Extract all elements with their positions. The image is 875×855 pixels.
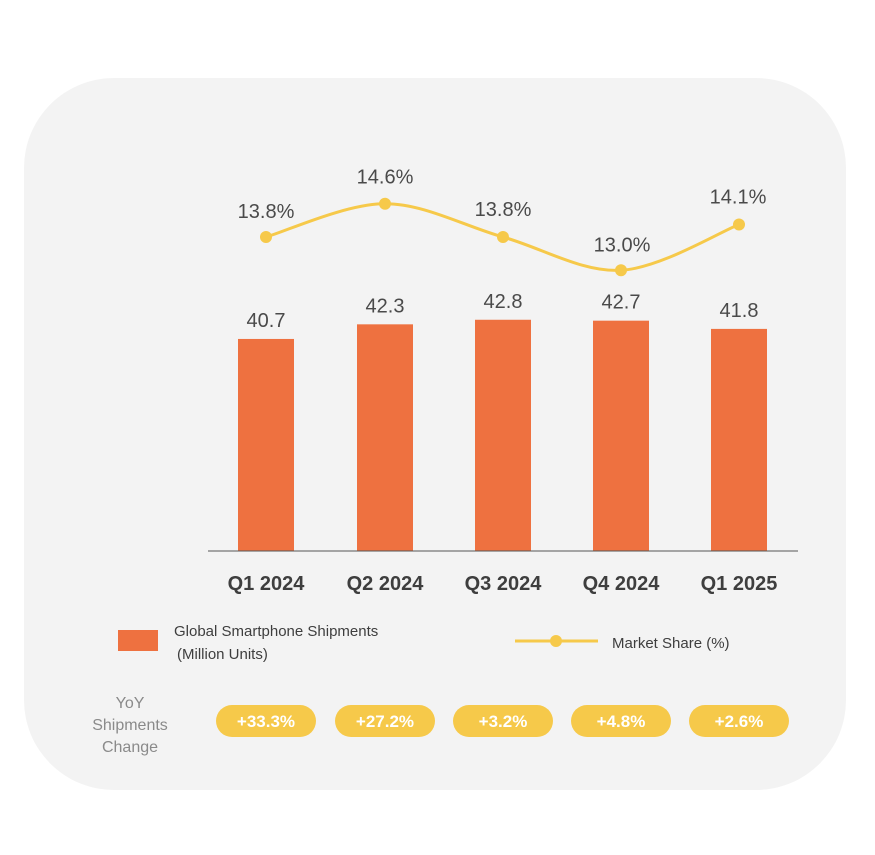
bar-1 (357, 324, 413, 551)
yoy-badge-label-1: +27.2% (356, 712, 414, 731)
yoy-title: YoY Shipments Change (92, 695, 168, 756)
yoy-badge-0: +33.3% (216, 705, 316, 737)
x-tick-label-4: Q1 2025 (701, 573, 778, 595)
bar-3 (593, 320, 649, 551)
market-share-label-0: 13.8% (238, 201, 295, 223)
market-share-point-1 (379, 197, 391, 210)
yoy-badge-shape-1 (335, 705, 435, 737)
yoy-badge-shape-3 (571, 705, 671, 737)
yoy-badge-label-0: +33.3% (237, 712, 295, 731)
x-tick-label-0: Q1 2024 (228, 573, 306, 595)
legend-bar-label-line1: Global Smartphone Shipments (174, 623, 378, 640)
yoy-badge-label-3: +4.8% (597, 712, 646, 731)
yoy-title-line1: YoY (116, 695, 145, 712)
legend-line-label: Market Share (%) (612, 635, 730, 652)
yoy-badge-shape-4 (689, 705, 789, 737)
market-share-label-3: 13.0% (594, 234, 651, 256)
market-share-label-1: 14.6% (357, 167, 414, 189)
market-share-point-3 (615, 264, 627, 277)
x-tick-label-2: Q3 2024 (465, 573, 543, 595)
yoy-badge-1: +27.2% (335, 705, 435, 737)
market-share-label-4: 14.1% (710, 187, 767, 209)
yoy-badge-shape-2 (453, 705, 553, 737)
x-tick-label-3: Q4 2024 (583, 573, 661, 595)
market-share-point-0 (260, 231, 272, 243)
yoy-title-line3: Change (102, 739, 158, 756)
bar-value-label-1: 42.3 (366, 295, 405, 317)
bar-0 (238, 338, 294, 551)
yoy-title-line2: Shipments (92, 717, 168, 734)
yoy-badge-label-4: +2.6% (715, 712, 764, 731)
yoy-badge-4: +2.6% (689, 705, 789, 737)
legend: Global Smartphone Shipments (Million Uni… (118, 623, 730, 663)
market-share-point-4 (733, 218, 745, 231)
market-share-point-2 (497, 231, 509, 243)
bar-value-label-4: 41.8 (720, 300, 759, 322)
market-share-label-2: 13.8% (475, 199, 532, 221)
yoy-badge-label-2: +3.2% (479, 712, 528, 731)
bar-2 (475, 319, 531, 551)
chart-card (24, 78, 846, 790)
legend-line-marker (550, 635, 562, 647)
legend-bar-label-line2: (Million Units) (177, 646, 268, 663)
bar-4 (711, 328, 767, 551)
yoy-badge-shape-0 (216, 705, 316, 737)
yoy-badge-3: +4.8% (571, 705, 671, 737)
yoy-badge-2: +3.2% (453, 705, 553, 737)
legend-bar-swatch (118, 630, 158, 651)
bar-value-label-0: 40.7 (247, 310, 286, 332)
bar-value-label-2: 42.8 (484, 291, 523, 313)
x-tick-label-1: Q2 2024 (347, 573, 425, 595)
bar-value-label-3: 42.7 (602, 292, 641, 314)
